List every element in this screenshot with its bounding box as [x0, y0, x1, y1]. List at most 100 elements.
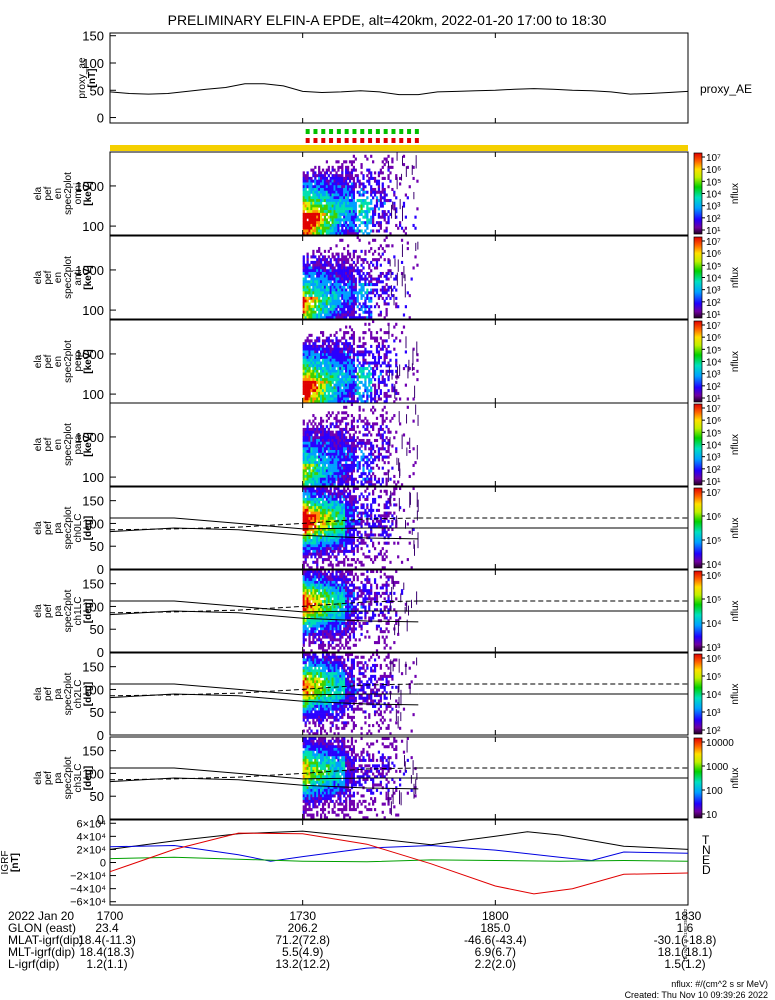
flux-cell — [320, 433, 323, 437]
flux-cell — [327, 285, 330, 289]
flux-cell — [333, 378, 336, 382]
flux-cell — [346, 252, 350, 256]
flux-cell — [337, 302, 340, 306]
flux-cell — [304, 444, 307, 448]
flux-cell — [335, 179, 338, 183]
flux-cell — [325, 594, 329, 598]
flux-cell — [312, 215, 315, 219]
flux-cell — [306, 461, 309, 465]
flux-cell — [379, 369, 382, 373]
flux-cell — [370, 331, 373, 335]
flux-cell — [325, 223, 329, 227]
flux-cell — [321, 229, 325, 233]
flux-cell — [321, 444, 325, 448]
flux-cell — [310, 547, 313, 551]
flux-cell — [364, 221, 367, 225]
flux-cell — [343, 547, 346, 551]
proxy-ae-legend: proxy_AE — [700, 82, 752, 96]
flux-cell — [316, 199, 319, 203]
flux-cell — [352, 480, 355, 484]
flux-cell — [333, 364, 336, 368]
flux-cell — [331, 367, 334, 371]
flux-cell — [345, 229, 348, 233]
flux-cell — [318, 541, 321, 545]
flux-cell — [358, 274, 361, 278]
flux-cell — [385, 347, 388, 351]
flux-cell — [331, 350, 334, 354]
flux-cell — [312, 391, 315, 395]
flux-cell — [372, 500, 375, 504]
science-flag-red — [375, 138, 380, 143]
flux-cell — [348, 185, 352, 189]
flux-cell — [345, 500, 348, 504]
flux-cell — [366, 210, 369, 214]
flux-cell — [368, 514, 371, 518]
flux-cell — [329, 458, 332, 462]
y-label-line: perp — [73, 351, 84, 371]
flux-cell — [331, 438, 334, 443]
flux-cell — [381, 165, 384, 169]
flux-cell — [325, 589, 329, 593]
flux-cell — [358, 350, 361, 354]
flux-cell — [395, 525, 398, 529]
flux-cell — [341, 452, 344, 456]
flux-cell — [416, 369, 419, 373]
flux-cell — [379, 483, 382, 487]
flux-cell — [323, 266, 327, 270]
flux-cell — [331, 452, 334, 456]
flux-cell — [310, 514, 313, 518]
flux-cell — [346, 271, 350, 276]
flux-cell — [343, 416, 346, 420]
flux-cell — [348, 201, 352, 205]
flux-cell — [360, 541, 363, 545]
flux-cell — [337, 316, 340, 320]
science-flag-green — [360, 129, 365, 134]
flux-cell — [339, 210, 342, 214]
flux-cell — [383, 358, 386, 362]
flux-cell — [370, 483, 373, 487]
flux-cell — [356, 500, 359, 504]
flux-cell — [356, 344, 359, 348]
flux-cell — [331, 223, 334, 227]
flux-cell — [358, 238, 361, 242]
flux-cell — [356, 350, 359, 354]
flux-cell — [341, 389, 344, 393]
flux-cell — [362, 472, 365, 476]
flux-cell — [341, 441, 344, 445]
flux-cell — [306, 433, 309, 437]
flux-cell — [308, 196, 311, 200]
flux-cell — [314, 613, 317, 617]
flux-cell — [373, 497, 377, 501]
flux-cell — [327, 547, 330, 551]
flux-cell — [329, 375, 332, 379]
spectrogram — [302, 236, 419, 320]
flux-cell — [364, 310, 367, 314]
flux-cell — [348, 530, 352, 534]
flux-cell — [352, 182, 355, 186]
y-tick-label: 1000 — [75, 430, 104, 445]
flux-cell — [345, 380, 348, 384]
flux-cell — [393, 193, 396, 197]
flux-cell — [318, 474, 321, 478]
flux-cell — [345, 508, 348, 512]
flux-cell — [387, 218, 390, 222]
flux-cell — [325, 269, 329, 273]
flux-cell — [304, 549, 307, 553]
flux-cell — [375, 508, 379, 512]
flux-cell — [346, 386, 350, 390]
flux-cell — [385, 331, 388, 335]
flux-cell — [325, 621, 329, 625]
flux-cell — [346, 528, 350, 532]
flux-cell — [337, 397, 340, 401]
flux-cell — [310, 310, 313, 314]
flux-cell — [329, 171, 332, 175]
flux-cell — [320, 313, 323, 317]
flux-cell — [385, 394, 388, 398]
flux-cell — [304, 296, 307, 300]
flux-cell — [339, 212, 342, 216]
science-flag-green — [336, 129, 341, 134]
flux-cell — [389, 477, 392, 481]
flux-cell — [304, 223, 307, 227]
flux-cell — [316, 474, 319, 478]
